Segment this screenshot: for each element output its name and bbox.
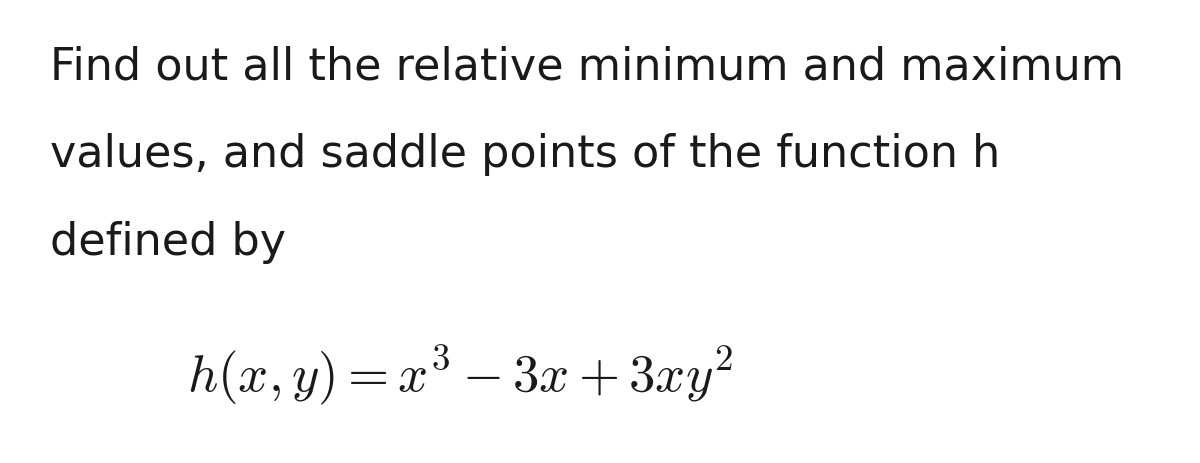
Text: defined by: defined by <box>50 221 286 264</box>
Text: Find out all the relative minimum and maximum: Find out all the relative minimum and ma… <box>50 45 1124 88</box>
Text: $h(x, y) = x^3 - 3x + 3xy^2$: $h(x, y) = x^3 - 3x + 3xy^2$ <box>187 343 733 407</box>
Text: values, and saddle points of the function h: values, and saddle points of the functio… <box>50 133 1001 176</box>
